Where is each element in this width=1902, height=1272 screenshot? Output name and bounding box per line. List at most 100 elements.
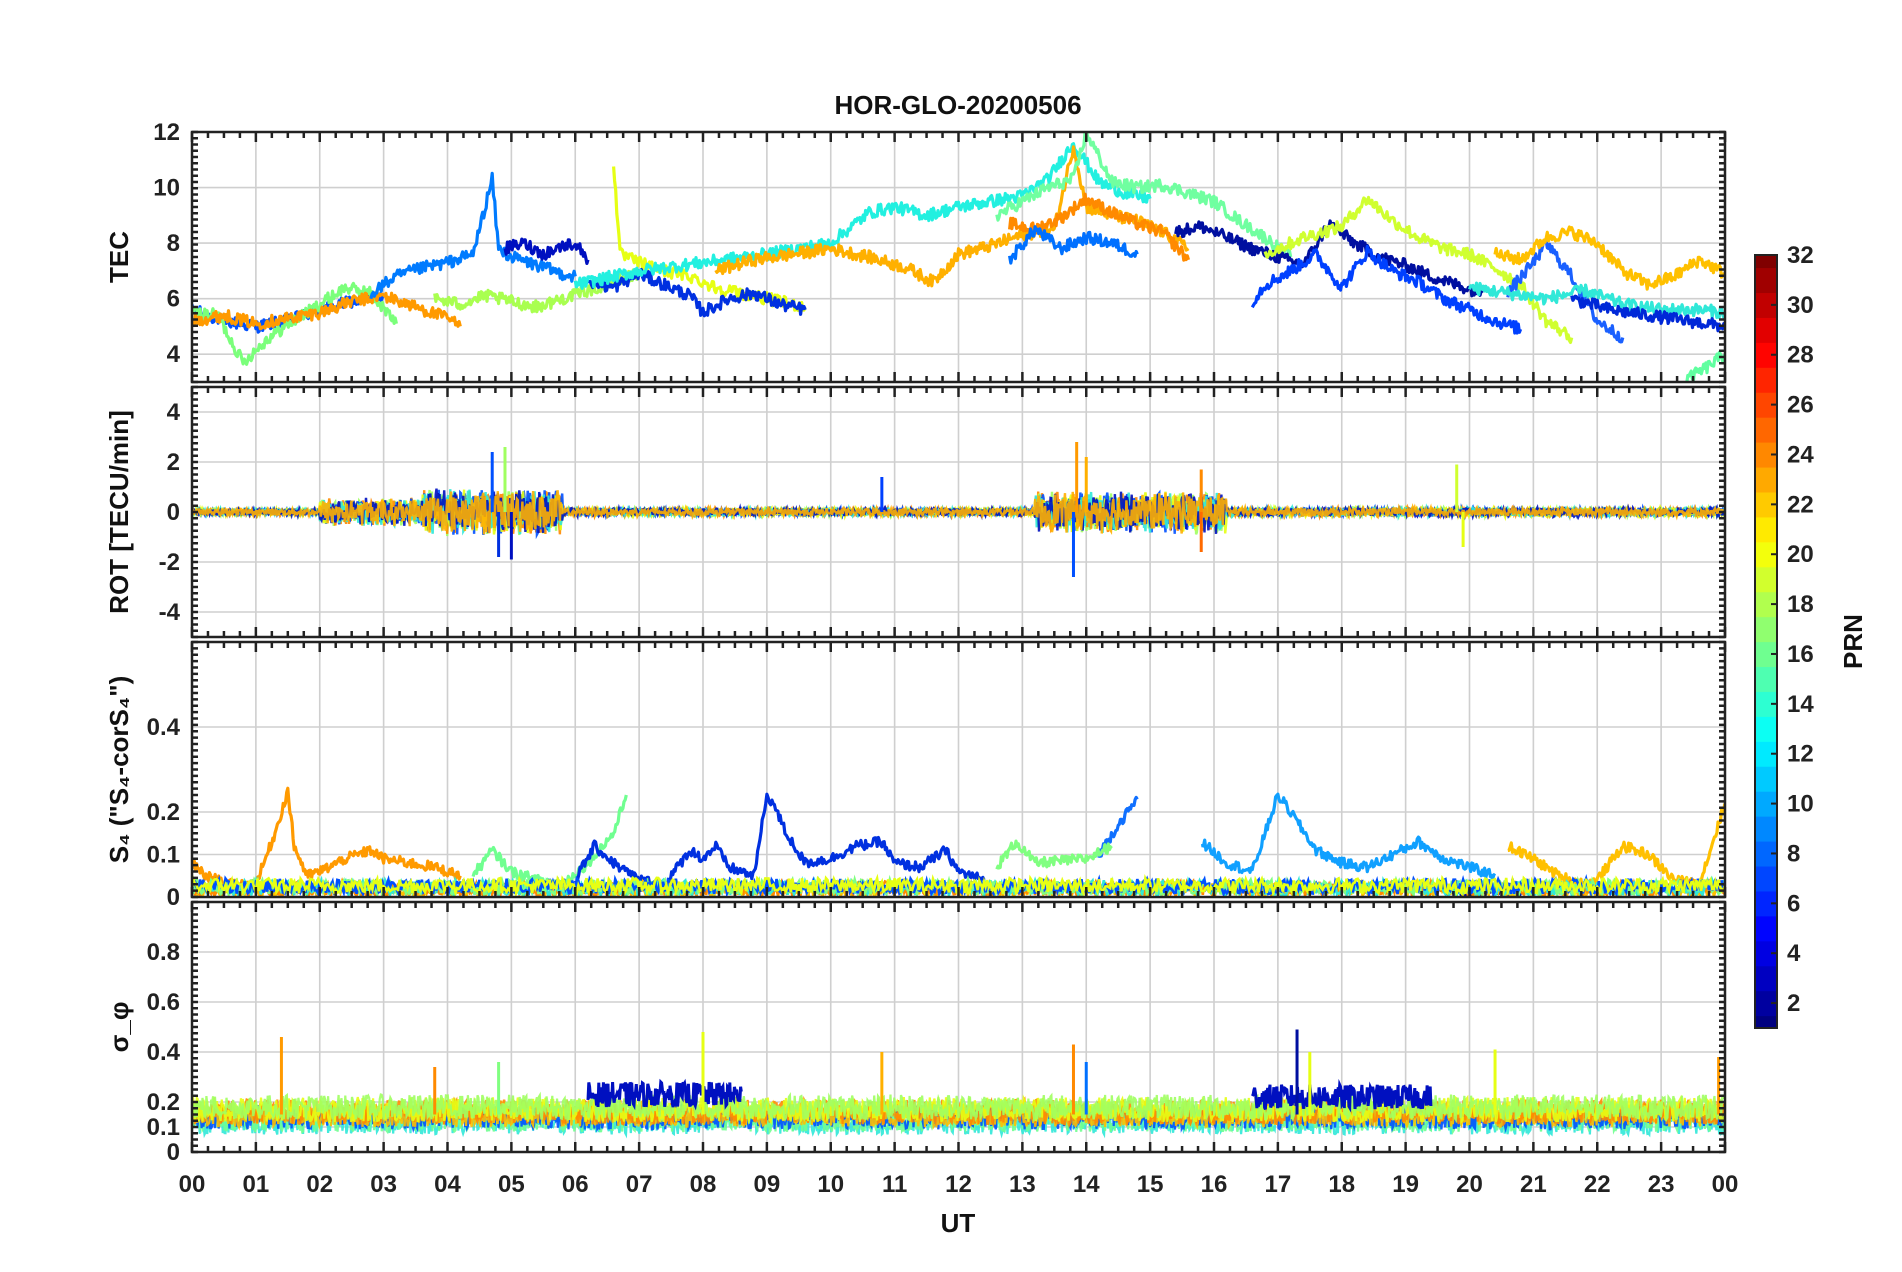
colorbar-segment [1755,691,1777,717]
colorbar-segment [1755,292,1777,318]
series-prn-13 [1467,281,1725,319]
colorbar-tick-label: 8 [1787,840,1800,867]
colorbar-segment [1755,641,1777,668]
x-tick-label: 11 [882,1171,907,1198]
colorbar-segment [1755,516,1777,543]
y-tick-label: 0.6 [147,989,180,1016]
colorbar-label: PRN [1838,614,1868,669]
colorbar-segment [1755,566,1777,593]
colorbar-tick-label: 6 [1787,890,1800,917]
colorbar-segment [1755,466,1777,493]
x-tick-label: 07 [626,1171,653,1198]
y-axis-label-rot: ROT [TECU/min] [104,410,134,614]
rot-trace-6 [192,490,1725,535]
colorbar-segment [1755,666,1777,692]
colorbar-tick-label: 4 [1787,940,1801,967]
colorbar-tick-label: 16 [1787,641,1814,668]
series-prn-19 [1263,195,1574,344]
colorbar-segment [1755,1015,1777,1029]
y-tick-label: 0.8 [147,939,180,966]
colorbar-tick-label: 14 [1787,691,1814,718]
series-prn-22 [1507,803,1725,891]
y-axis-label-tec: TEC [104,231,134,283]
series-prn-13 [573,142,1152,290]
x-tick-label: 08 [690,1171,717,1198]
colorbar-segment [1755,392,1777,418]
colorbar-segment [1755,865,1777,892]
colorbar-segment [1755,591,1777,618]
series-prn-16 [995,839,1113,870]
colorbar-frame [1754,254,1778,1029]
y-tick-label: -4 [159,599,181,626]
colorbar-tick-label: 2 [1787,990,1800,1017]
colorbar-segment [1755,840,1777,867]
x-tick-label: 23 [1648,1171,1675,1198]
x-tick-label: 09 [754,1171,781,1198]
y-tick-label: 12 [153,119,180,146]
colorbar-segment [1755,442,1777,468]
y-tick-label: 0 [167,884,180,911]
x-tick-labels: 00 01 02 03 04 05 06 07 08 09 10 11 12 13 14 15 16 17 18 19… [179,1171,1739,1198]
y-tick-label: -2 [159,549,180,576]
y-axis-label-sigma_phi: σ_φ [104,1002,134,1053]
x-tick-label: 20 [1456,1171,1483,1198]
colorbar-tick-label: 12 [1787,741,1814,768]
series-prn-21 [1493,225,1725,291]
y-tick-label: 8 [167,230,180,257]
series-prn-23 [192,786,462,891]
y-tick-label: 4 [167,399,181,426]
colorbar-segment [1755,317,1777,343]
colorbar-tick-label: 26 [1787,392,1814,419]
series-prn-9 [369,171,577,300]
sigma-raised [586,1078,743,1111]
panel-s4: 0 0.1 0.2 0.4 S₄ ("S₄-corS₄") [104,640,1727,911]
x-tick-label: 19 [1392,1171,1419,1198]
colorbar-segment [1755,990,1777,1017]
series-prn-3 [587,267,807,318]
colorbar-segment [1755,741,1777,767]
colorbar-tick-label: 18 [1787,591,1814,618]
x-tick-label: 18 [1328,1171,1355,1198]
x-tick-label: 10 [817,1171,844,1198]
colorbar-segment [1755,816,1777,842]
chart-title: HOR-GLO-20200506 [834,90,1081,120]
series-prn-6 [1008,225,1139,265]
colorbar-segment [1755,940,1777,967]
x-tick-label: 02 [306,1171,333,1198]
colorbar-segment [1755,255,1777,269]
x-tick-label: 17 [1265,1171,1292,1198]
y-tick-label: 0.4 [147,1039,181,1066]
x-tick-label: 14 [1073,1171,1100,1198]
x-tick-label: 05 [498,1171,525,1198]
colorbar-tick-label: 30 [1787,292,1814,319]
x-tick-label: 01 [243,1171,270,1198]
colorbar-segment [1755,267,1777,294]
colorbar-segment [1755,915,1777,942]
y-axis-label-s4: S₄ ("S₄-corS₄") [104,676,134,864]
panel-data-tec [192,132,1725,382]
x-tick-label: 22 [1584,1171,1611,1198]
y-tick-label: 0.2 [147,1089,180,1116]
series-prn-4 [1250,244,1523,335]
x-tick-label: 16 [1201,1171,1228,1198]
panel-data-rot [192,442,1725,577]
colorbar-segment [1755,367,1777,393]
colorbar-segment [1755,541,1777,568]
x-tick-label: 03 [370,1171,397,1198]
panel-sigma_phi: 00.10.2 0.4 0.6 0.8 σ_φ [104,900,1727,1166]
series-prn-16 [471,794,628,890]
colorbar-tick-label: 24 [1787,441,1814,468]
colorbar-segment [1755,890,1777,917]
x-tick-label: 04 [434,1171,461,1198]
colorbar-segment [1755,791,1777,817]
y-tick-label: 0.2 [147,799,180,826]
series-prn-5 [1506,238,1625,344]
colorbar-segment [1755,766,1777,792]
x-tick-label: 06 [562,1171,589,1198]
panel-data-sigma_phi [192,1029,1725,1139]
colorbar-segment [1755,417,1777,443]
series-prn-3 [1570,294,1725,333]
